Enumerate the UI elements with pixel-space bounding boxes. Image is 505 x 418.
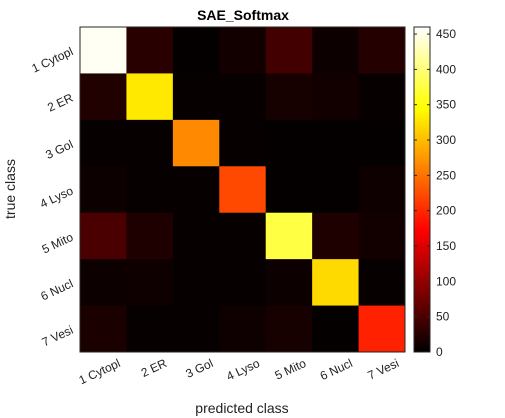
colorbar-tick-label: 250 (436, 168, 456, 182)
x-axis-label: predicted class (195, 400, 288, 416)
heatmap-cell (219, 259, 267, 307)
heatmap-cell (265, 27, 313, 74)
heatmap-cell (219, 73, 267, 121)
heatmap-cells (80, 27, 406, 353)
heatmap-cell (358, 212, 406, 260)
x-tick-label: 3 Gol (183, 356, 215, 381)
heatmap-cell (172, 212, 220, 260)
y-tick-label: 3 Gol (43, 137, 75, 162)
heatmap-cell (265, 166, 313, 214)
y-tick-label: 7 Vesi (40, 323, 76, 350)
heatmap-cell (219, 212, 267, 260)
heatmap-cell (312, 259, 360, 307)
y-tick-labels: 1 Cytopl 2 ER 3 Gol 4 Lyso 5 Mito 6 Nucl 7 Ves… (29, 44, 75, 349)
heatmap-cell (172, 27, 220, 74)
heatmap-cell (358, 27, 406, 74)
heatmap-cell (265, 305, 313, 353)
heatmap-cell (126, 305, 174, 353)
heatmap-cell (358, 119, 406, 167)
heatmap-cell (80, 166, 127, 214)
colorbar-ticks: 0 50 100 150 200 250 300 350 400 450 (414, 27, 456, 359)
x-tick-label: 6 Nucl (318, 356, 355, 383)
y-axis-label: true class (2, 159, 18, 219)
heatmap-cell (265, 212, 313, 260)
heatmap-cell (358, 166, 406, 214)
heatmap-cell (80, 27, 127, 74)
heatmap-cell (219, 305, 267, 353)
heatmap-cell (80, 73, 127, 121)
plot-area-border (79, 26, 406, 353)
y-tick-label: 1 Cytopl (29, 44, 75, 75)
colorbar-tick-label: 150 (436, 239, 456, 253)
x-tick-label: 2 ER (139, 356, 169, 380)
y-tick-label: 6 Nucl (39, 276, 76, 303)
heatmap-cell (312, 27, 360, 74)
heatmap-cell (265, 259, 313, 307)
colorbar-tick-label: 400 (436, 62, 456, 76)
heatmap-cell (80, 259, 127, 307)
heatmap-cell (80, 119, 127, 167)
x-tick-label: 5 Mito (273, 356, 309, 383)
colorbar-tick-label: 200 (436, 204, 456, 218)
heatmap-cell (172, 73, 220, 121)
heatmap-cell (312, 166, 360, 214)
heatmap-cell (219, 166, 267, 214)
heatmap-cell (172, 305, 220, 353)
heatmap-cell (219, 27, 267, 74)
heatmap-cell (172, 119, 220, 167)
y-tick-label: 5 Mito (40, 230, 76, 257)
y-tick-label: 4 Lyso (38, 183, 76, 211)
heatmap-cell (312, 305, 360, 353)
x-tick-label: 7 Vesi (365, 356, 401, 383)
colorbar-tick-label: 0 (436, 345, 443, 359)
heatmap-cell (312, 73, 360, 121)
heatmap-cell (265, 73, 313, 121)
heatmap-cell (126, 259, 174, 307)
heatmap-cell (358, 73, 406, 121)
y-tick-label: 2 ER (45, 91, 75, 115)
heatmap-cell (126, 212, 174, 260)
x-tick-labels: 1 Cytopl 2 ER 3 Gol 4 Lyso 5 Mito 6 Nucl 7 Ves… (77, 356, 401, 387)
x-tick-label: 1 Cytopl (77, 356, 123, 387)
heatmap-cell (219, 119, 267, 167)
heatmap-cell (172, 166, 220, 214)
chart-title: SAE_Softmax (197, 7, 289, 23)
heatmap-cell (126, 27, 174, 74)
heatmap-cell (126, 166, 174, 214)
heatmap-cell (312, 212, 360, 260)
colorbar-tick-label: 50 (436, 310, 450, 324)
heatmap-cell (358, 259, 406, 307)
colorbar-tick-label: 100 (436, 274, 456, 288)
heatmap-cell (358, 305, 406, 353)
heatmap-cell (265, 119, 313, 167)
colorbar (413, 26, 431, 353)
colorbar-tick-label: 300 (436, 133, 456, 147)
heatmap-cell (80, 305, 127, 353)
colorbar-tick-label: 450 (436, 27, 456, 41)
heatmap-cell (126, 73, 174, 121)
heatmap-cell (172, 259, 220, 307)
heatmap-cell (312, 119, 360, 167)
x-tick-label: 4 Lyso (224, 356, 262, 384)
heatmap-cell (126, 119, 174, 167)
heatmap-cell (80, 212, 127, 260)
colorbar-tick-label: 350 (436, 98, 456, 112)
